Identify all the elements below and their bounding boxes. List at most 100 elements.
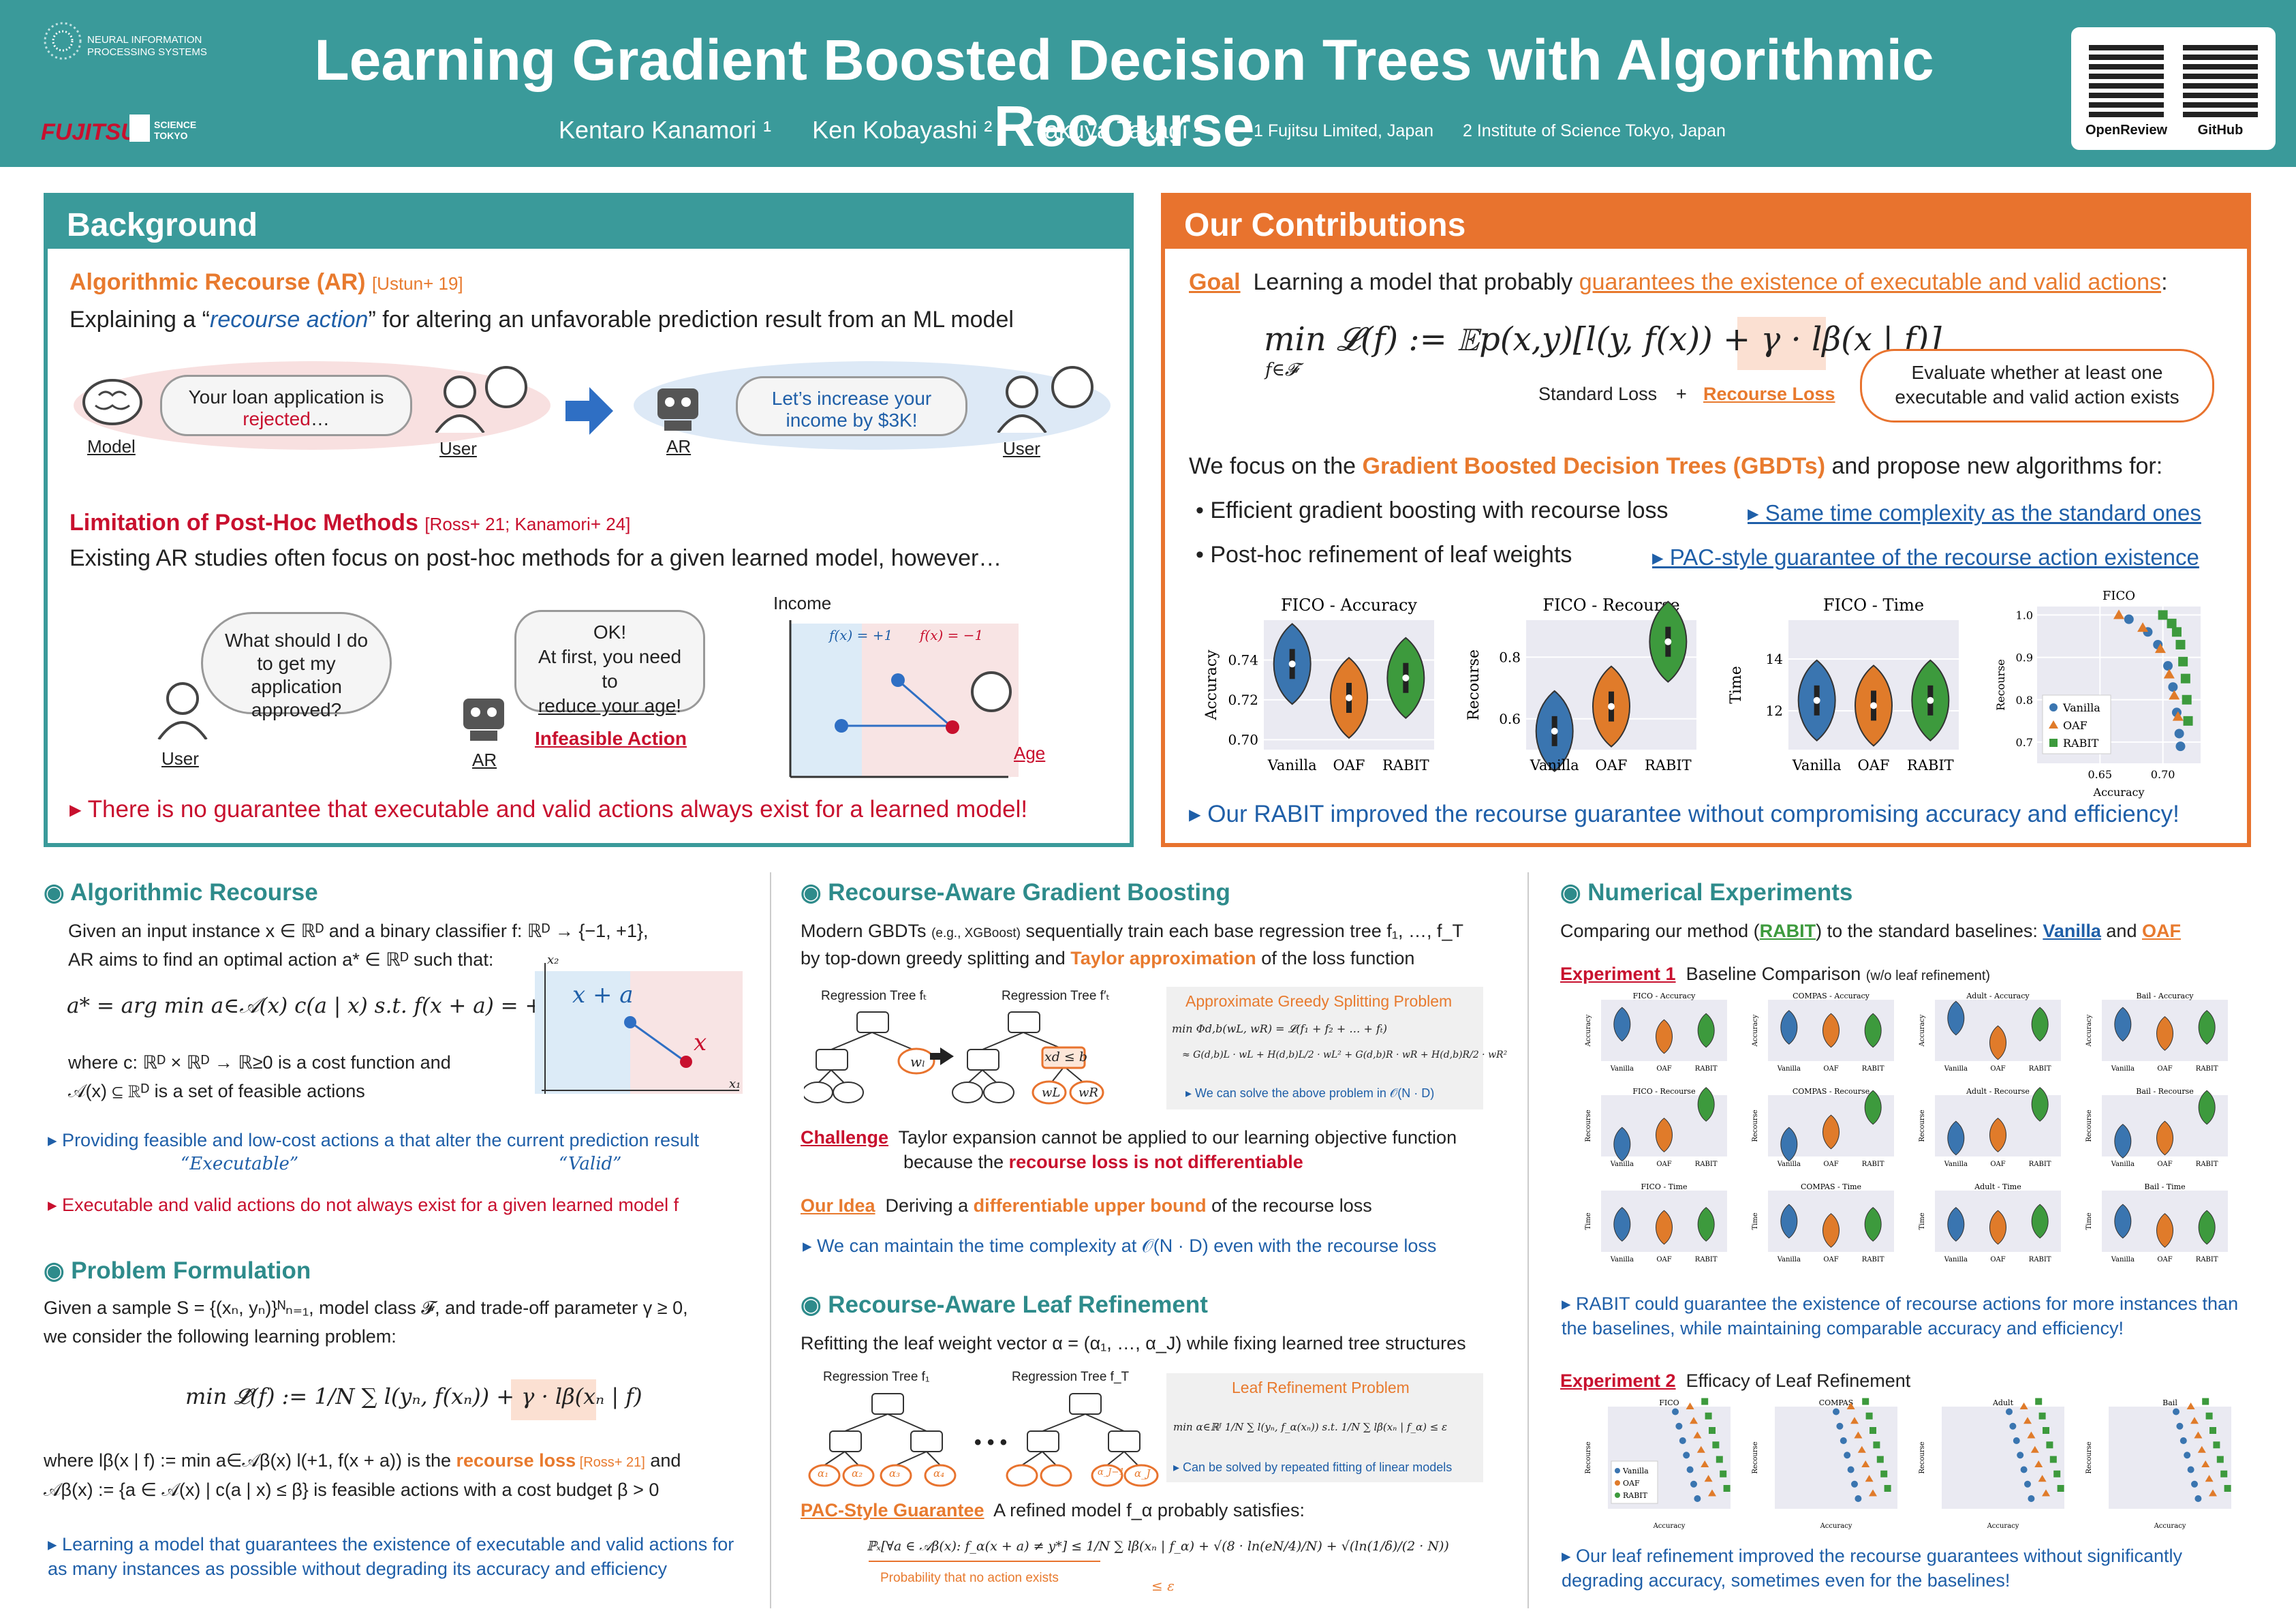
affiliation-1: 1 Fujitsu Limited, Japan [1254,121,1434,140]
ytick-label: 12 [1766,703,1783,719]
mini-point [1836,1422,1844,1430]
income-age-plot [789,620,1008,778]
mini-point [2042,1489,2050,1497]
mini-point [2197,1445,2206,1453]
mini-plot-title: Bail - Accuracy [2137,992,2194,1000]
mini-scatter-title: FICO [1659,1398,1679,1407]
leaf-wl-label: wL [1042,1086,1061,1100]
mini-scatter-xlabel: Accuracy [1653,1522,1686,1530]
point-current [946,720,959,734]
mini-point [2023,1417,2032,1424]
scatter-xlabel: Accuracy [2093,786,2145,799]
mini-violin [1613,1207,1631,1242]
mini-ylabel: Time [1919,1212,1926,1229]
tree-label-fT: Regression Tree f_T [1012,1370,1130,1384]
approx-eq-1: min Φd,b(wL, wR) = 𝓛(f₁ + f₂ + … + fₜ) [1172,1022,1388,1035]
point-rabit [2180,673,2190,684]
lightbulb-thought-icon [1051,366,1093,408]
experiments-intro: Comparing our method (RABIT) to the stan… [1560,921,2181,941]
fx-pos-label: f(x) = +1 [829,627,893,643]
point-rabit [2175,639,2186,649]
mini-violin [2156,1120,2173,1156]
fujitsu-logo: FUJITSU [41,119,138,145]
leaf-refinement-paragraph: Refitting the leaf weight vector α = (α₁… [801,1333,1466,1353]
openreview-qr-icon[interactable] [2089,42,2164,117]
idea-note: ▸ We can maintain the time complexity at… [803,1236,1437,1256]
section-leaf-refinement: ◉ Recourse-Aware Leaf Refinement [801,1291,1208,1318]
mini-violin [2198,1090,2216,1125]
right-arrow-icon [565,387,613,435]
mini-point [1865,1475,1874,1482]
ar-label-2: AR [472,750,497,770]
mini-point [1846,1403,1855,1409]
mini-xtick: OAF [1656,1256,1671,1263]
point-vanilla [2174,729,2184,739]
xtick-label: OAF [1333,757,1365,773]
mini-point [1862,1398,1870,1405]
affiliations: 1 Fujitsu Limited, Japan 2 Institute of … [1254,121,1750,141]
mini-scatter-xlabel: Accuracy [1820,1522,1852,1530]
mini-xtick: OAF [2157,1065,2172,1073]
bullet-leaf-refinement: • Post-hoc refinement of leaf weights [1196,542,1572,568]
violin-median [1346,694,1352,701]
mini-point [1876,1456,1884,1463]
tree-label-ft-prime: Regression Tree f′ₜ [1002,989,1111,1003]
mini-point [1854,1431,1863,1439]
point-vanilla [2124,614,2134,624]
mini-point [1847,1466,1855,1473]
author-2: Ken Kobayashi ² [812,116,993,144]
mini-ylabel: Accuracy [2085,1014,2093,1047]
challenge-line: Challenge Taylor expansion cannot be app… [801,1127,1457,1148]
user-icon [435,376,485,433]
goal-line: Goal Learning a model that probably guar… [1189,269,2168,295]
mini-ylabel: Accuracy [1585,1014,1592,1047]
mini-legend: Vanilla OAF RABIT [1611,1460,1658,1504]
mini-xtick: OAF [1990,1065,2005,1073]
age-axis-label: Age [1014,743,1046,763]
user-label-2: User [1003,438,1040,459]
point-rabit [2171,627,2182,637]
mini-xtick: Vanilla [1777,1256,1801,1263]
mini-point [2020,1466,2028,1473]
legend-marker [2049,703,2058,711]
github-label[interactable]: GitHub [2197,123,2244,138]
mini-point [1884,1485,1891,1492]
mini-xtick: RABIT [2196,1161,2218,1168]
mini-ylabel: Recourse [1752,1109,1759,1142]
user-icon-2 [997,376,1047,433]
challenge-line-2: because the recourse loss is not differe… [903,1152,1303,1172]
mini-scatter-ylabel: Recourse [1919,1441,1926,1473]
mini-scatter-title: Bail [2162,1398,2177,1407]
mini-xtick: OAF [2157,1161,2172,1168]
mini-xtick: OAF [1656,1161,1671,1168]
user-label-1: User [439,438,477,459]
leaf-refinement-note: ▸ Can be solved by repeated fitting of l… [1173,1460,1453,1474]
mini-scatter-title: COMPAS [1819,1398,1854,1407]
mini-violin [2198,1010,2216,1045]
ar-paragraph: Given an input instance x ∈ ℝᴰ and a bin… [68,921,649,970]
mini-violin [1989,1025,2006,1060]
mini-violin [1656,1019,1673,1054]
mini-violin [2114,1007,2132,1042]
point-vanilla [2163,661,2173,671]
objective-formula: min 𝓛(f) := 𝔼p(x,y)[l(y, f(x)) + γ · lβ(… [1264,320,1942,358]
ar-description: Explaining a “recourse action” for alter… [69,307,1014,333]
mini-violin [1947,1207,1965,1242]
openreview-label[interactable]: OpenReview [2085,123,2168,138]
mini-legend-marker [1615,1468,1620,1473]
section-gradient-boosting: ◉ Recourse-Aware Gradient Boosting [801,879,1230,906]
github-qr-icon[interactable] [2183,42,2258,117]
mini-point [2194,1495,2202,1502]
chart-title-2: FICO - Time [1823,596,1924,615]
mini-xtick: Vanilla [1944,1161,1968,1168]
experiment1-heading: Experiment 1 Baseline Comparison (w/o le… [1560,964,1991,984]
mini-legend-marker [1615,1480,1620,1486]
mini-xtick: RABIT [2029,1065,2051,1073]
mini-violin [2031,1087,2049,1122]
split-condition-label: xd ≤ b [1044,1050,1088,1064]
contributions-box: Our Contributions [1161,193,2251,847]
mini-violin [1822,1114,1840,1150]
mini-point [2028,1495,2035,1502]
mini-point [1851,1480,1858,1488]
fico-violin-charts: FICO - Accuracy Accuracy 0.70 0.72 0.74 Vanil… [1203,596,1959,773]
